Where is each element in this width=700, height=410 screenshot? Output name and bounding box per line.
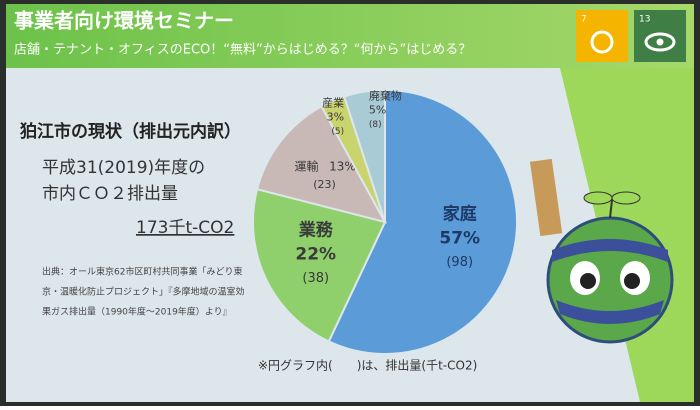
slice-name: 産業: [322, 97, 344, 110]
sdg-number: 7: [581, 15, 587, 25]
mascot-band: [552, 239, 668, 262]
slice-percent: 22%: [295, 245, 336, 265]
sdg-number: 13: [639, 15, 650, 25]
source-line: 出典：オール東京62市区町村共同事業「みどり東: [42, 266, 242, 278]
slice-amount: (23): [313, 178, 336, 191]
slice-amount: (98): [446, 255, 473, 270]
period-line: 市内ＣＯ２排出量: [42, 184, 178, 204]
source-line: 果ガス排出量（1990年度～2019年度）より』: [42, 306, 232, 318]
header-title: 事業者向け環境セミナー: [14, 9, 234, 33]
slice-percent: 13%: [329, 160, 356, 174]
mascot-sign: [529, 158, 563, 237]
mascot-leaf: [583, 191, 613, 205]
mascot-band: [556, 300, 664, 324]
slice-percent: 3%: [327, 111, 344, 124]
pie-slice: [252, 187, 387, 343]
pie-slice: [342, 88, 386, 223]
sdg-eye: [644, 32, 676, 52]
pie-slice: [255, 104, 387, 224]
pie-slice: [327, 88, 518, 355]
slice-name: 業務: [299, 220, 334, 241]
slice-amount: (38): [302, 271, 329, 286]
mascot-pupil: [580, 273, 596, 289]
mascot: [529, 158, 674, 344]
mascot-leaf: [611, 191, 641, 205]
header-subtitle: 店舗・テナント・オフィスのECO！“無料”からはじめる？“何から”はじめる？: [14, 42, 471, 58]
sdg-eye: [656, 38, 664, 46]
total: 173千t-CO2: [136, 218, 234, 238]
slice-percent: 57%: [439, 229, 480, 249]
heading: 狛江市の現状（排出元内訳）: [19, 121, 241, 142]
mascot-stem: [609, 199, 613, 219]
note: ※円グラフ内( )は、排出量(千t-CO2): [258, 359, 477, 373]
source-line: 京・温暖化防止プロジェクト」『多摩地域の温室効: [42, 286, 245, 298]
slice-amount: (5): [331, 127, 344, 137]
slice-amount: (8): [369, 120, 382, 130]
slice-name: 運輸: [294, 159, 318, 174]
sdg-icon: [634, 10, 686, 62]
period-line: 平成31(2019)年度の: [42, 158, 205, 178]
slice-percent: 5%: [369, 103, 386, 116]
slice-name: 家庭: [443, 204, 477, 225]
mascot-pupil: [624, 273, 640, 289]
sdg-sun: [590, 30, 614, 54]
slice-name: 廃棄物: [369, 88, 402, 102]
